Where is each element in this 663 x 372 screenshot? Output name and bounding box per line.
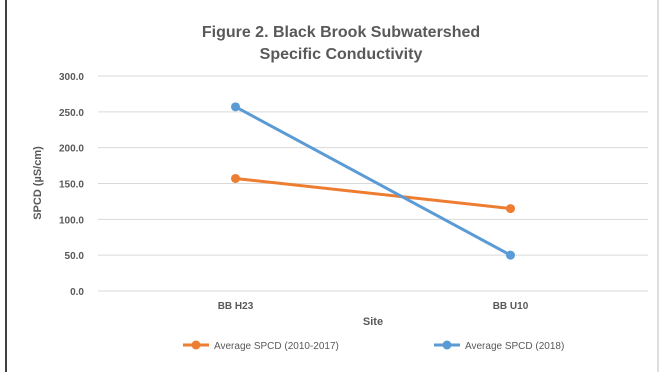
y-tick-label: 200.0 bbox=[59, 144, 84, 155]
y-tick-label: 0.0 bbox=[70, 287, 84, 298]
series-line-1 bbox=[234, 176, 512, 211]
legend-label: Average SPCD (2010-2017) bbox=[214, 341, 339, 352]
series-1-point bbox=[231, 173, 240, 183]
gridlines bbox=[98, 75, 648, 292]
series-1-point bbox=[506, 204, 515, 214]
legend-marker bbox=[442, 340, 452, 350]
chart-title-line-1: Figure 2. Black Brook Subwatershed bbox=[202, 24, 480, 41]
y-axis-ticks: 0.0 50.0 100.0 150.0 200.0 250.0 300.0 bbox=[59, 72, 84, 298]
y-tick-label: 150.0 bbox=[59, 180, 84, 191]
x-tick-label: BB U10 bbox=[493, 301, 529, 312]
y-tick-label: 300.0 bbox=[59, 72, 84, 83]
chart-title-line-2: Specific Conductivity bbox=[260, 46, 423, 63]
x-tick-label: BB H23 bbox=[218, 301, 254, 312]
y-axis-title: SPCD (µS/cm) bbox=[32, 146, 44, 220]
series-2-point bbox=[506, 250, 515, 260]
series-2-point bbox=[231, 102, 240, 112]
y-tick-label: 100.0 bbox=[59, 215, 84, 226]
legend-item-1: Average SPCD (2010-2017) bbox=[183, 340, 339, 352]
series-lines bbox=[231, 102, 515, 260]
legend: Average SPCD (2010-2017) Average SPCD (20… bbox=[183, 340, 564, 352]
legend-label: Average SPCD (2018) bbox=[465, 341, 564, 352]
y-tick-label: 250.0 bbox=[59, 108, 84, 119]
y-tick-label: 50.0 bbox=[65, 251, 85, 262]
x-axis-ticks: BB H23 BB U10 bbox=[218, 301, 529, 312]
series-line-2 bbox=[234, 105, 512, 257]
legend-marker bbox=[191, 340, 201, 350]
legend-item-2: Average SPCD (2018) bbox=[434, 340, 564, 352]
x-axis-title: Site bbox=[363, 316, 383, 328]
